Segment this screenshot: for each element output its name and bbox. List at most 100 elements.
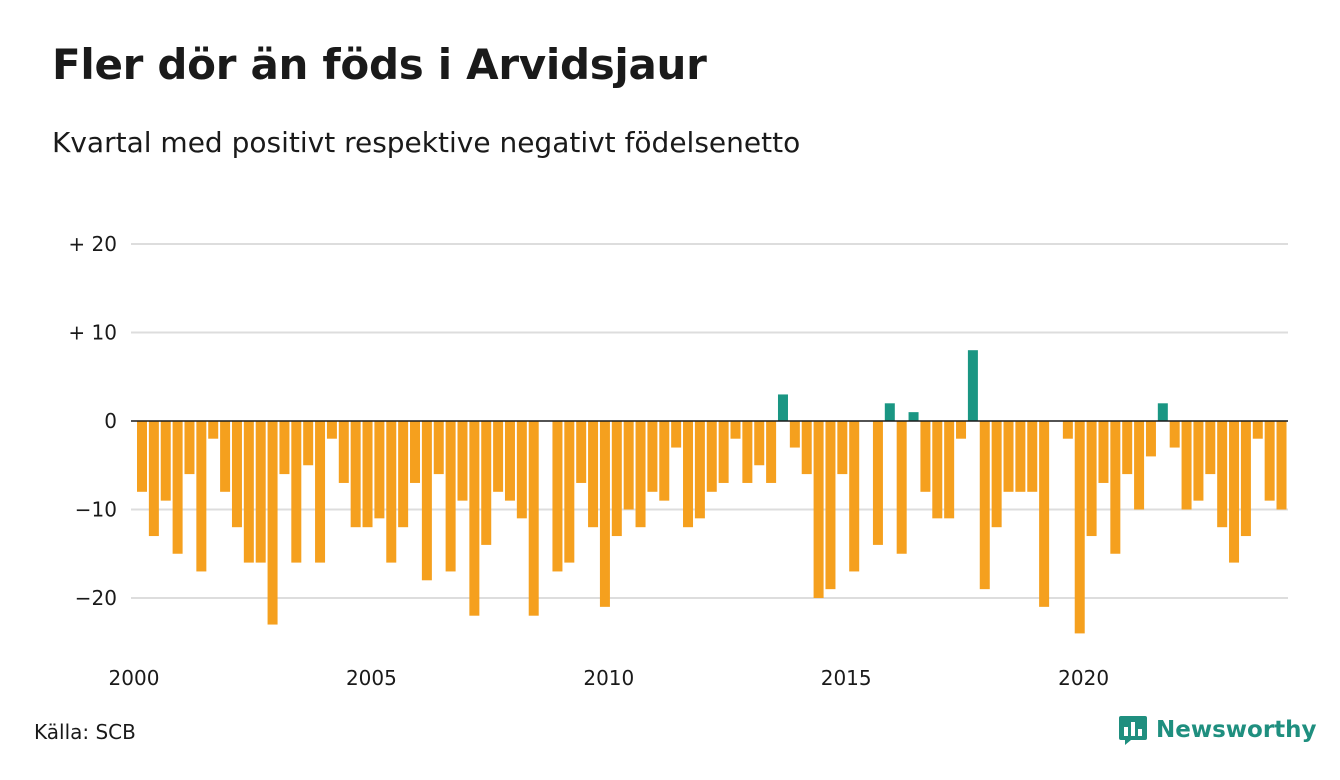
bar-positive xyxy=(884,403,895,421)
bar-negative xyxy=(1240,421,1251,537)
x-tick-label: 2005 xyxy=(346,666,397,690)
bar-negative xyxy=(647,421,658,492)
brand-logo: Newsworthy xyxy=(1118,714,1317,746)
bar-negative xyxy=(504,421,515,501)
bar-negative xyxy=(267,421,278,625)
newsworthy-chart-bubble-icon xyxy=(1119,716,1147,745)
bar-negative xyxy=(1145,421,1156,457)
bar-negative xyxy=(979,421,990,590)
bar-negative xyxy=(137,421,147,492)
bar-negative xyxy=(944,421,955,519)
bar-negative xyxy=(445,421,456,572)
x-tick-label: 2000 xyxy=(109,666,160,690)
bar-negative xyxy=(813,421,824,598)
bar-negative xyxy=(481,421,492,545)
bar-negative xyxy=(1217,421,1228,528)
bar-negative xyxy=(255,421,266,563)
bar-negative xyxy=(196,421,207,572)
bar-negative xyxy=(1276,421,1287,510)
bar-negative xyxy=(326,421,337,439)
bar-negative xyxy=(1062,421,1073,439)
bar-negative xyxy=(1229,421,1240,563)
bar-negative xyxy=(528,421,539,616)
bar-negative xyxy=(1110,421,1121,554)
bar-negative xyxy=(611,421,622,537)
bar-negative xyxy=(849,421,860,572)
bar-negative xyxy=(1015,421,1026,492)
bar-negative xyxy=(956,421,967,439)
bar-negative xyxy=(1181,421,1192,510)
bar-negative xyxy=(457,421,468,501)
bar-negative xyxy=(469,421,480,616)
bar-negative xyxy=(291,421,302,563)
bar-negative xyxy=(706,421,717,492)
bar-negative xyxy=(552,421,563,572)
bar-negative xyxy=(433,421,444,475)
bar-negative xyxy=(493,421,504,492)
bar-negative xyxy=(338,421,349,483)
y-tick-label: −20 xyxy=(75,586,117,610)
bar-negative xyxy=(184,421,195,475)
bar-chart: + 20 + 10 0 −10 −20 2000 2005 2010 2015 2020 xyxy=(68,232,1288,690)
bar-negative xyxy=(374,421,385,519)
bar-negative xyxy=(825,421,836,590)
bar-negative xyxy=(208,421,219,439)
bars xyxy=(137,350,1287,634)
bar-negative xyxy=(599,421,610,607)
bar-positive xyxy=(1157,403,1168,421)
x-tick-label: 2015 xyxy=(821,666,872,690)
bar-negative xyxy=(754,421,765,466)
bar-negative xyxy=(1169,421,1180,448)
bar-negative xyxy=(362,421,373,528)
bar-negative xyxy=(386,421,397,563)
bar-positive xyxy=(777,394,788,421)
bar-negative xyxy=(398,421,409,528)
bar-negative xyxy=(1027,421,1038,492)
bar-negative xyxy=(718,421,729,483)
bar-negative xyxy=(837,421,848,475)
bar-negative xyxy=(872,421,883,545)
bar-negative xyxy=(801,421,812,475)
bar-negative xyxy=(172,421,183,554)
bar-negative xyxy=(730,421,741,439)
bar-negative xyxy=(148,421,159,537)
bar-negative xyxy=(303,421,314,466)
bar-negative xyxy=(588,421,599,528)
chart-title: Fler dör än föds i Arvidsjaur xyxy=(52,40,707,89)
bar-negative xyxy=(516,421,527,519)
bar-negative xyxy=(742,421,753,483)
bar-negative xyxy=(1074,421,1085,634)
bar-negative xyxy=(683,421,694,528)
bar-negative xyxy=(671,421,682,448)
bar-negative xyxy=(896,421,907,554)
x-axis-tick-labels: 2000 2005 2010 2015 2020 xyxy=(109,666,1110,690)
bar-positive xyxy=(908,412,919,421)
bar-negative xyxy=(1122,421,1133,475)
bar-negative xyxy=(932,421,943,519)
x-tick-label: 2020 xyxy=(1058,666,1109,690)
bar-negative xyxy=(576,421,587,483)
bar-negative xyxy=(564,421,575,563)
bar-negative xyxy=(1098,421,1109,483)
bar-negative xyxy=(279,421,290,475)
bar-negative xyxy=(231,421,242,528)
bar-negative xyxy=(421,421,432,581)
bar-negative xyxy=(789,421,800,448)
bar-negative xyxy=(315,421,326,563)
bar-negative xyxy=(635,421,646,528)
bar-negative xyxy=(991,421,1002,528)
y-tick-label: 0 xyxy=(104,409,117,433)
bar-negative xyxy=(1193,421,1204,501)
brand-name: Newsworthy xyxy=(1156,717,1317,743)
bar-negative xyxy=(1252,421,1263,439)
y-axis-tick-labels: + 20 + 10 0 −10 −20 xyxy=(68,232,117,610)
bar-negative xyxy=(160,421,171,501)
x-tick-label: 2010 xyxy=(583,666,634,690)
bar-negative xyxy=(1039,421,1050,607)
chart-subtitle: Kvartal med positivt respektive negativt… xyxy=(52,126,801,159)
bar-negative xyxy=(659,421,670,501)
bar-negative xyxy=(220,421,231,492)
bar-negative xyxy=(1134,421,1145,510)
bar-negative xyxy=(1086,421,1097,537)
bar-negative xyxy=(1205,421,1216,475)
